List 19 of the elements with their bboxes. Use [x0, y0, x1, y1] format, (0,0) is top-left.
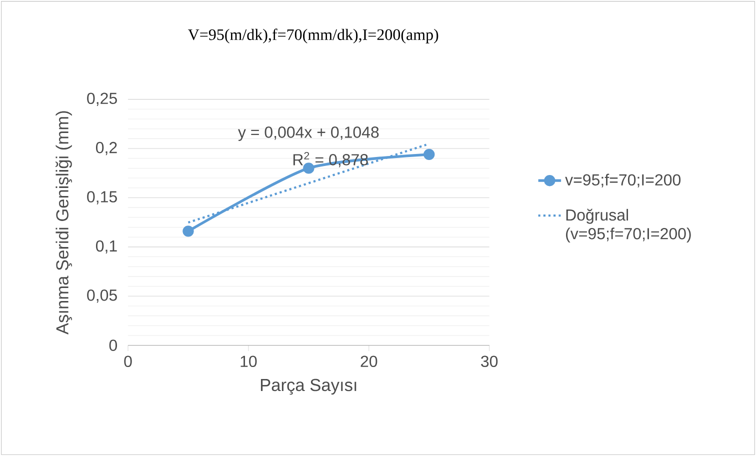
x-tick-label: 20: [360, 356, 378, 368]
y-axis-title: Aşınma Şeridi Genişliği (mm): [56, 111, 72, 334]
point: [303, 162, 314, 174]
y-tick-label: 0,25: [87, 92, 117, 106]
y-tick-label: 0: [109, 340, 117, 351]
annotation: y = 0,004x + 0,1048: [238, 126, 379, 142]
x-tick-label: 0: [124, 356, 132, 368]
y-tick-label: 0,05: [87, 290, 117, 303]
y-tick-label: 0,15: [87, 191, 117, 204]
legend-label: Doğrusal (v=95;f=70;I=200): [566, 208, 691, 242]
x-axis-title: Parça Sayısı: [260, 378, 356, 395]
y-tick-label: 0,1: [96, 240, 117, 254]
y-tick-label: 0,2: [96, 142, 117, 156]
chart-title: V=95(m/dk),f=70(mm/dk),I=200(amp): [188, 28, 438, 44]
legend-label: v=95;f=70;I=200: [565, 174, 681, 188]
x-tick-label: 10: [240, 356, 257, 368]
point: [182, 226, 194, 237]
point: [424, 148, 435, 160]
x-tick-label: 30: [481, 356, 498, 368]
